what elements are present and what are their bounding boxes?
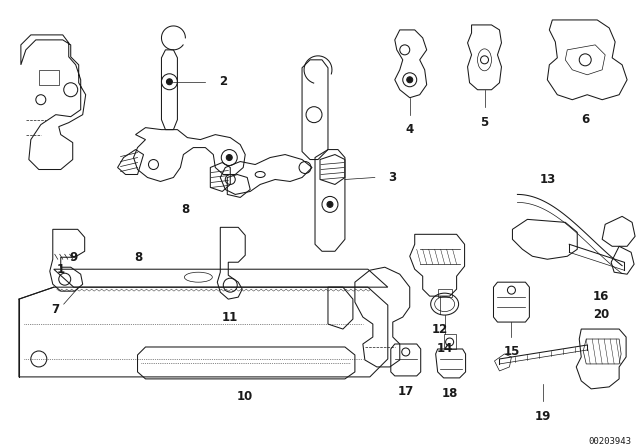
Text: 8: 8 — [181, 203, 189, 216]
Text: 5: 5 — [481, 116, 489, 129]
Text: 10: 10 — [237, 390, 253, 403]
Text: 15: 15 — [503, 345, 520, 358]
Text: 17: 17 — [397, 385, 414, 398]
Text: 14: 14 — [436, 342, 453, 355]
Circle shape — [407, 77, 413, 83]
Text: 4: 4 — [406, 123, 414, 136]
Text: 6: 6 — [581, 113, 589, 126]
Text: 1: 1 — [57, 263, 65, 276]
Circle shape — [166, 79, 172, 85]
Text: 8: 8 — [134, 251, 143, 264]
Text: 12: 12 — [431, 323, 448, 336]
Text: 20: 20 — [593, 308, 609, 321]
Text: 9: 9 — [70, 251, 78, 264]
Text: 19: 19 — [535, 410, 552, 423]
Text: 16: 16 — [593, 290, 609, 303]
Text: 3: 3 — [388, 171, 396, 184]
Text: 13: 13 — [540, 173, 556, 186]
Text: 00203943: 00203943 — [588, 437, 631, 446]
Text: 2: 2 — [220, 75, 227, 88]
Circle shape — [227, 155, 232, 160]
Text: 11: 11 — [222, 310, 238, 323]
Text: 7: 7 — [52, 302, 60, 315]
Circle shape — [327, 202, 333, 207]
Text: 18: 18 — [442, 388, 458, 401]
